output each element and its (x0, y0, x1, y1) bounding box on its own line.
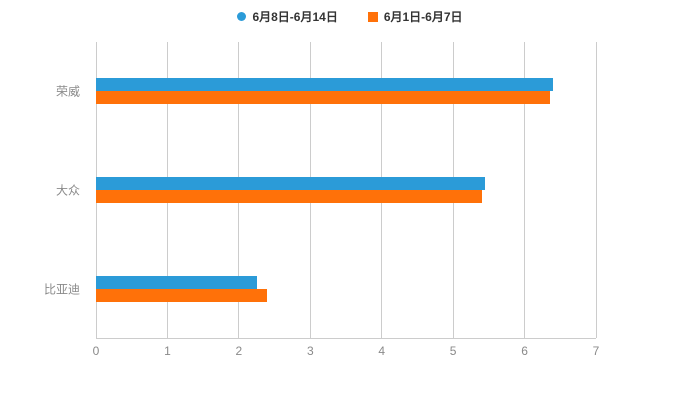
bar-series-1-cat-0 (96, 91, 550, 105)
x-tick-label-3: 3 (306, 344, 314, 358)
bar-series-1-cat-2 (96, 288, 268, 302)
x-tick-label-6: 6 (521, 344, 528, 358)
x-tick-label-5: 5 (449, 344, 457, 358)
bar-series-0-cat-2 (96, 275, 257, 289)
x-tick-label-1: 1 (164, 344, 171, 358)
bar-series-0-cat-1 (96, 177, 486, 190)
legend-item-1[interactable]: 6月1日-6月7日 (367, 8, 463, 25)
bar-series-1-cat-1 (96, 190, 482, 203)
category-axis-labels: 荣威大众比亚迪 (0, 42, 88, 338)
x-tick-label-0: 0 (92, 344, 100, 358)
x-tick-label-7: 7 (592, 344, 600, 358)
legend-item-0[interactable]: 6月8日-6月14日 (237, 8, 338, 25)
plot-area (95, 42, 597, 339)
bar-series-0-cat-0 (96, 78, 554, 92)
category-label-0: 荣威 (55, 84, 80, 99)
legend-label-1: 6月1日-6月7日 (383, 10, 463, 24)
square-marker-icon (367, 11, 378, 22)
gridline-x-6 (524, 42, 526, 338)
legend-label-0: 6月8日-6月14日 (252, 10, 338, 24)
circle-marker-icon (237, 12, 247, 21)
chart-legend: 6月8日-6月14日 6月1日-6月7日 (0, 8, 700, 25)
category-label-2: 比亚迪 (43, 282, 80, 297)
x-axis-tick-labels: 0 1 2 3 4 5 6 7 (92, 344, 600, 360)
gridline-x-7 (595, 42, 597, 338)
x-tick-label-2: 2 (235, 344, 243, 358)
category-label-1: 大众 (55, 183, 80, 198)
x-tick-label-4: 4 (378, 344, 386, 358)
